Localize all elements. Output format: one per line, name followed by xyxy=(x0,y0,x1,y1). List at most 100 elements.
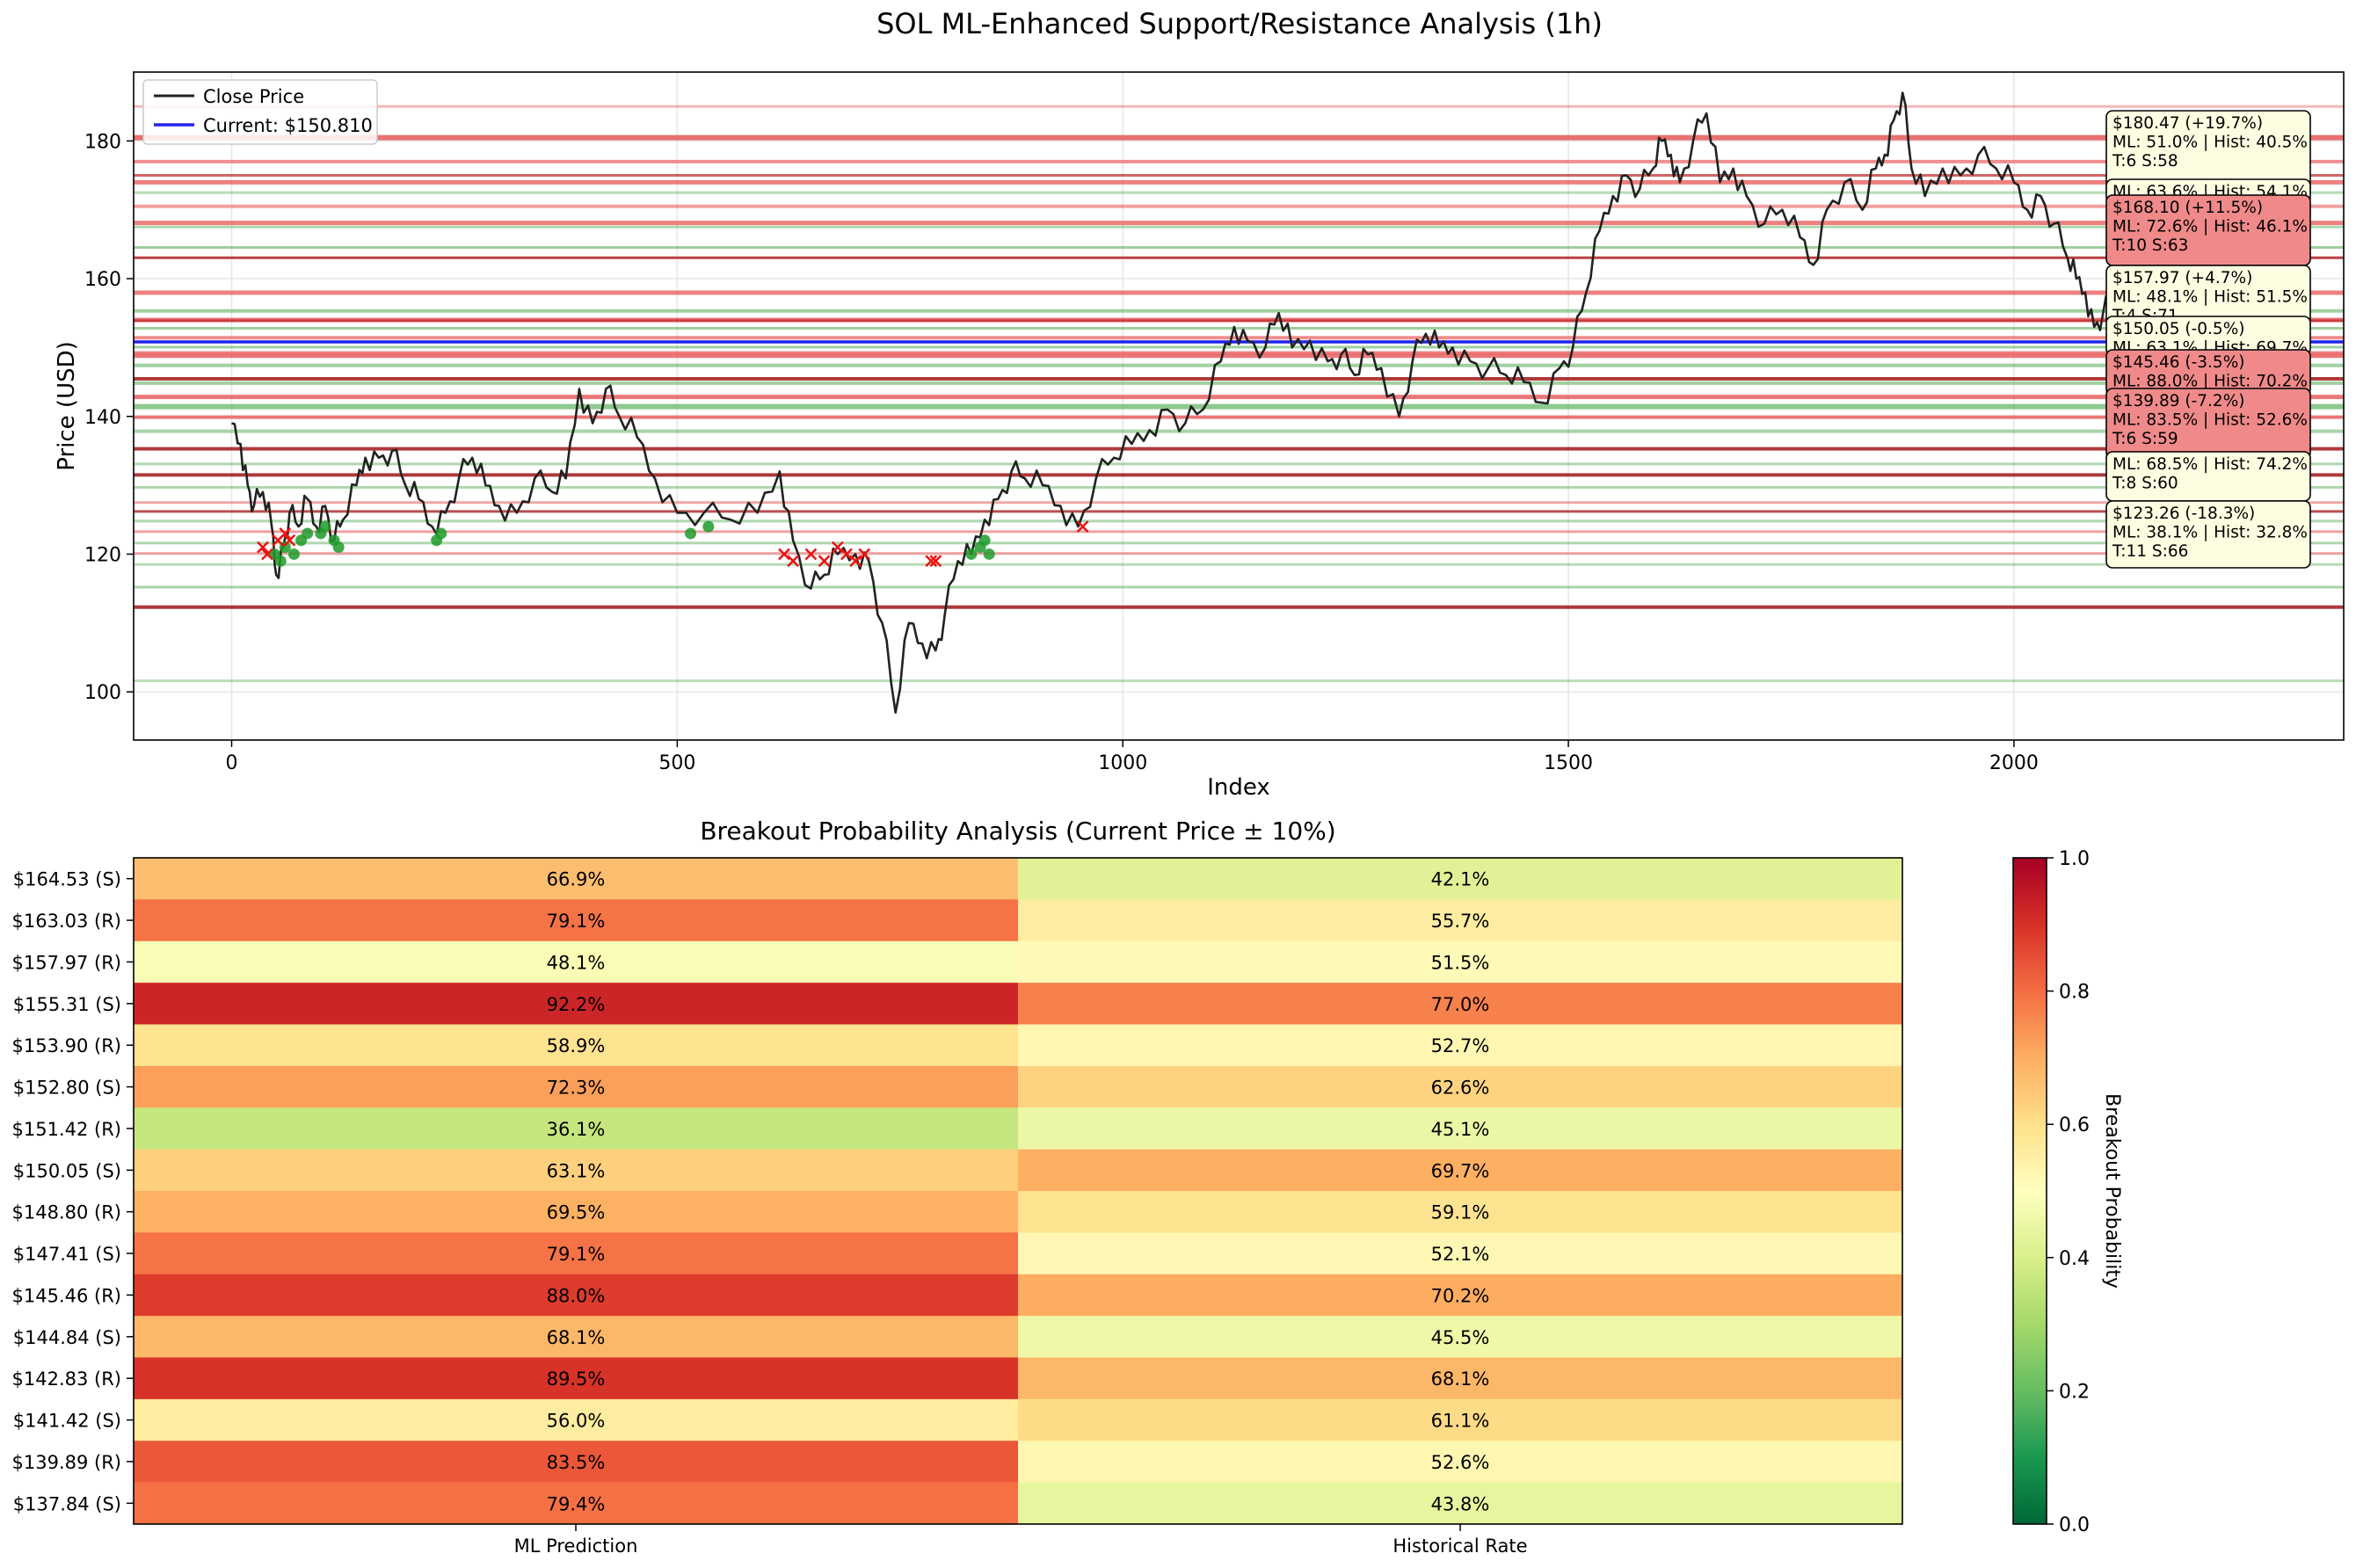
heatmap-cell xyxy=(134,899,1019,942)
level-annotation: $157.97 (+4.7%)ML: 48.1% | Hist: 51.5%T:… xyxy=(2105,265,2311,326)
main-chart-title: SOL ML-Enhanced Support/Resistance Analy… xyxy=(876,7,1603,40)
heatmap-cell xyxy=(1018,1065,1903,1108)
heatmap-cell xyxy=(1018,1024,1903,1067)
support-marker xyxy=(319,520,331,533)
heatmap-cell xyxy=(1018,1232,1903,1275)
annotation-text: ML: 51.0% | Hist: 40.5% xyxy=(2112,134,2308,152)
support-resistance-levels xyxy=(134,105,2344,683)
colorbar-label: Breakout Probability xyxy=(2101,1093,2123,1289)
resistance-marker xyxy=(279,527,292,540)
heatmap-cell xyxy=(134,983,1019,1025)
heatmap-cell-label: 79.1% xyxy=(547,1244,606,1265)
annotation-text: $150.05 (-0.5%) xyxy=(2112,320,2245,338)
legend-close-label: Close Price xyxy=(203,86,304,107)
breakout-heatmap: Breakout Probability Analysis (Current P… xyxy=(12,817,1903,1557)
annotation-text: ML: 48.1% | Hist: 51.5% xyxy=(2112,288,2308,307)
price-chart-frame xyxy=(133,71,2345,741)
resistance-marker xyxy=(787,555,800,568)
heatmap-row-label: $163.03 (R) xyxy=(12,911,122,932)
x-tick-label: 500 xyxy=(658,752,695,774)
heatmap-cell-label: 79.4% xyxy=(547,1493,606,1514)
heatmap-cell-label: 36.1% xyxy=(547,1119,606,1140)
annotation-text: T:11 S:66 xyxy=(2112,542,2188,561)
heatmap-cell-label: 70.2% xyxy=(1431,1285,1490,1306)
heatmap-cell xyxy=(134,940,1019,984)
resistance-marker xyxy=(925,555,938,568)
level-annotations: $180.47 (+19.7%)ML: 51.0% | Hist: 40.5% T… xyxy=(2105,110,2311,569)
heatmap-cell-label: 52.1% xyxy=(1431,1244,1490,1265)
annotation-text: ML: 72.6% | Hist: 46.1% xyxy=(2112,218,2308,236)
resistance-marker xyxy=(804,548,818,561)
close-price-line xyxy=(231,91,2113,714)
heatmap-row-label: $142.83 (R) xyxy=(12,1368,122,1390)
level-annotation: $123.26 (-18.3%)ML: 38.1% | Hist: 32.8%T… xyxy=(2105,500,2311,569)
resistance-marker xyxy=(818,555,831,568)
price-chart-ticks: 0 500 1000 1500 2000 100 120 140 160 180 xyxy=(84,131,2039,774)
heatmap-cell xyxy=(1018,1398,1903,1441)
heatmap-cell-label: 58.9% xyxy=(547,1035,606,1056)
colorbar-tick-label: 0.6 xyxy=(2059,1114,2090,1136)
resistance-marker xyxy=(1076,520,1089,533)
heatmap-row-label: $139.89 (R) xyxy=(12,1452,122,1473)
support-marker xyxy=(965,548,978,560)
resistance-marker xyxy=(283,534,296,547)
colorbar-tick-label: 0.8 xyxy=(2059,982,2090,1004)
legend-box xyxy=(142,79,378,145)
heatmap-cell xyxy=(134,1398,1019,1441)
resistance-marker xyxy=(257,541,269,554)
annotation-text: ML: 88.0% | Hist: 70.2% xyxy=(2112,373,2308,391)
close-price-line-group xyxy=(231,91,2113,714)
heatmap-cell-label: 69.5% xyxy=(547,1202,606,1223)
colorbar-tick-label: 0.0 xyxy=(2059,1514,2090,1536)
heatmap-cell-label: 63.1% xyxy=(547,1160,606,1181)
heatmap-cell-label: 52.7% xyxy=(1431,1035,1490,1056)
heatmap-cell xyxy=(1018,1357,1903,1400)
heatmap-cell xyxy=(1018,1441,1903,1484)
annotation-text: $157.97 (+4.7%) xyxy=(2112,269,2252,287)
y-tick-label: 160 xyxy=(84,269,121,291)
annotation-text: ML: 83.5% | Hist: 52.6% xyxy=(2112,411,2308,430)
heatmap-row-labels: $164.53 (S) $163.03 (R) $157.97 (R) $155.31… xyxy=(12,869,134,1514)
colorbar-tick-label: 0.2 xyxy=(2059,1381,2090,1403)
y-tick-label: 140 xyxy=(84,407,121,429)
heatmap-cell-label: 68.1% xyxy=(1431,1368,1490,1390)
heatmap-cell xyxy=(1018,858,1903,900)
heatmap-row-label: $164.53 (S) xyxy=(13,869,121,890)
annotation-text: $168.10 (+11.5%) xyxy=(2112,199,2263,217)
heatmap-cell xyxy=(134,1107,1019,1151)
heatmap-row-label: $147.41 (S) xyxy=(13,1244,121,1265)
annotation-box xyxy=(2105,500,2311,569)
heatmap-cell-label: 83.5% xyxy=(547,1452,606,1473)
heatmap-cell xyxy=(1018,1482,1903,1525)
support-marker xyxy=(983,548,995,560)
heatmap-cell-label: 45.5% xyxy=(1431,1327,1490,1348)
heatmap-cell-label: 48.1% xyxy=(547,952,606,973)
heatmap-column-labels: ML Prediction Historical Rate xyxy=(514,1524,1528,1557)
heatmap-cell-label: 79.1% xyxy=(547,911,606,932)
support-marker xyxy=(332,541,345,554)
heatmap-cell-label: 42.1% xyxy=(1431,869,1490,890)
heatmap-cell xyxy=(134,858,1019,900)
heatmap-cell xyxy=(1018,1191,1903,1233)
annotation-text: $180.47 (+19.7%) xyxy=(2112,114,2263,133)
heatmap-cell-label: 52.6% xyxy=(1431,1452,1490,1473)
colorbar-gradient xyxy=(2012,857,2047,1525)
heatmap-cell-label: 92.2% xyxy=(547,994,606,1015)
heatmap-cell xyxy=(134,1191,1019,1233)
heatmap-cell-label: 55.7% xyxy=(1431,911,1490,932)
y-axis-label: Price (USD) xyxy=(54,341,80,471)
level-annotation: $168.10 (+11.5%)ML: 72.6% | Hist: 46.1%T… xyxy=(2105,194,2311,266)
heatmap-column-label: Historical Rate xyxy=(1393,1535,1527,1557)
heatmap-column-label: ML Prediction xyxy=(514,1535,638,1557)
heatmap-cell xyxy=(1018,1107,1903,1151)
resistance-marker xyxy=(849,555,862,568)
resistance-marker xyxy=(261,548,273,561)
resistance-marker xyxy=(778,548,790,561)
support-marker xyxy=(435,527,447,540)
annotation-text: T:6 S:59 xyxy=(2112,430,2178,448)
level-annotation: $139.89 (-7.2%)ML: 83.5% | Hist: 52.6%T:… xyxy=(2105,388,2311,460)
heatmap-cell-label: 62.6% xyxy=(1431,1078,1490,1099)
heatmap-cell-label: 69.7% xyxy=(1431,1160,1490,1181)
level-annotation: $145.46 (-3.5%)ML: 88.0% | Hist: 70.2% xyxy=(2105,349,2311,396)
heatmap-cell xyxy=(1018,1274,1903,1317)
